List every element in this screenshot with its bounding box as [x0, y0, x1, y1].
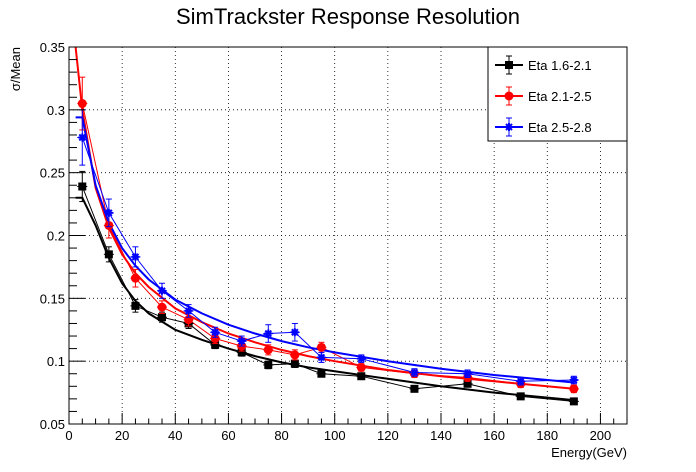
series-1-point	[211, 340, 220, 349]
series-3-point	[317, 353, 326, 362]
x-tick-label: 0	[65, 428, 72, 443]
series-1-point	[104, 250, 113, 259]
x-tick-label: 20	[115, 428, 129, 443]
y-tick-label: 0.05	[40, 417, 65, 432]
series-1-point	[237, 348, 246, 357]
series-3-point	[78, 133, 87, 142]
y-tick-label: 0.2	[47, 229, 65, 244]
series-1-point	[410, 384, 419, 393]
series-3-point	[237, 337, 246, 346]
series-3-point	[104, 208, 113, 217]
legend-label: Eta 2.5-2.8	[528, 120, 592, 135]
x-tick-label: 180	[536, 428, 558, 443]
series-1-point	[569, 397, 578, 406]
series-3-point	[211, 328, 220, 337]
y-tick-label: 0.35	[40, 40, 65, 55]
legend: Eta 1.6-2.1 Eta 2.1-2.5 Eta 2.5-2.8	[487, 46, 628, 142]
series-2-point	[157, 302, 167, 312]
series-3-point	[410, 368, 419, 377]
series-2-point	[316, 342, 326, 352]
x-tick-label: 60	[221, 428, 235, 443]
series-1-point	[78, 182, 87, 191]
x-tick-label: 40	[168, 428, 182, 443]
x-tick-label: 200	[590, 428, 612, 443]
series-3-point	[463, 369, 472, 378]
series-3-fit-curve	[75, 116, 574, 384]
series-1-point	[158, 313, 166, 322]
series-3-point	[516, 377, 525, 386]
series-3-line	[81, 137, 574, 382]
legend-marker	[505, 123, 513, 131]
series-3-points	[77, 109, 579, 386]
series-1-point	[463, 379, 472, 388]
series-2-point	[356, 362, 366, 372]
legend-label: Eta 2.1-2.5	[528, 89, 592, 104]
series-2-point	[130, 273, 140, 283]
x-tick-label: 80	[274, 428, 288, 443]
x-tick-label: 100	[324, 428, 346, 443]
series-3-point	[290, 328, 299, 337]
x-tick-label: 140	[430, 428, 452, 443]
x-tick-label: 120	[377, 428, 399, 443]
data-points	[77, 76, 579, 406]
series-3-point	[264, 329, 273, 338]
legend-label: Eta 1.6-2.1	[528, 58, 592, 73]
series-2-point	[569, 384, 579, 394]
series-1-point	[131, 301, 140, 310]
legend-marker	[505, 61, 513, 69]
y-axis-label: σ/Mean	[8, 47, 23, 91]
y-tick-label: 0.3	[47, 103, 65, 118]
series-3-point	[569, 376, 578, 385]
y-tick-label: 0.25	[40, 166, 65, 181]
series-1-point	[516, 392, 525, 401]
series-1-point	[290, 359, 299, 368]
series-2-point	[210, 334, 220, 344]
grid	[69, 47, 627, 424]
y-tick-label: 0.15	[40, 291, 65, 306]
series-2-point	[290, 350, 300, 360]
series-3-point	[131, 252, 140, 261]
series-3-point	[357, 354, 366, 363]
series-3-point	[158, 286, 166, 295]
series-3-point	[184, 306, 193, 315]
series-2-line	[81, 103, 574, 390]
series-1-point	[264, 360, 273, 369]
y-tick-label: 0.1	[47, 354, 65, 369]
series-2-point	[77, 99, 87, 109]
series-2-point	[263, 345, 273, 355]
series-1-point	[357, 372, 366, 381]
x-axis-label: Energy(GeV)	[551, 445, 627, 460]
x-tick-label: 160	[483, 428, 505, 443]
series-1-point	[317, 369, 326, 378]
axis-ticks: 0 20 40 60 80 100 120 140 160 180 200 0.05 0.1 0.15 0.…	[40, 40, 628, 443]
chart-title: SimTrackster Response Resolution	[176, 4, 520, 29]
legend-marker	[504, 91, 514, 101]
